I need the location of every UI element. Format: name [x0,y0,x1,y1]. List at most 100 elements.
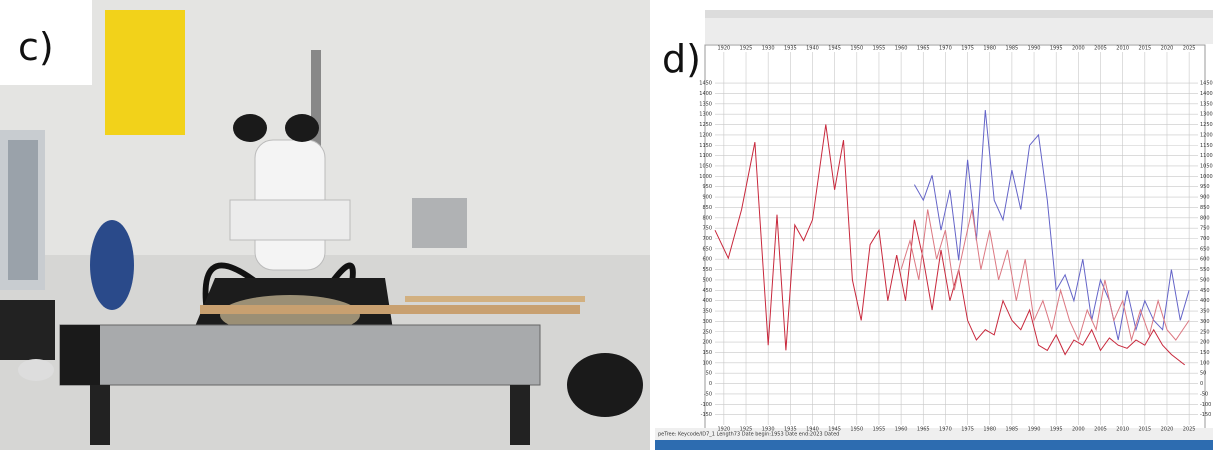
y-tick-label: 1250 [699,122,712,128]
y-tick-label: 850 [702,205,712,211]
label-box [0,0,92,85]
crank [567,353,643,417]
series-line [900,209,1190,342]
x-tick-label: 1925 [740,427,753,433]
x-tick-label: 1965 [917,427,930,433]
y-tick-label-right: 750 [1200,226,1210,232]
wood-sample [200,305,580,314]
y-tick-label: 1100 [699,153,712,159]
y-tick-label-right: 450 [1200,288,1210,294]
y-tick-label-right: 100 [1200,360,1210,366]
menu-bar [705,10,1213,18]
x-tick-label-top: 1985 [1006,46,1019,52]
y-tick-label: 300 [702,319,712,325]
panel-label: d) [662,37,701,81]
y-tick-label: 250 [702,329,712,335]
device [90,220,134,310]
poster [105,10,185,135]
mouse [18,359,54,381]
y-tick-label: 700 [702,236,712,242]
x-tick-label-top: 2010 [1116,46,1129,52]
x-tick-label-top: 1980 [983,46,996,52]
y-tick-label-right: 1300 [1200,112,1213,118]
x-tick-label: 1960 [895,427,908,433]
x-tick-label-top: 2000 [1072,46,1085,52]
x-tick-label-top: 1955 [873,46,886,52]
table-end [60,325,100,385]
y-tick-label: 900 [702,195,712,201]
y-tick-label-right: 1050 [1200,163,1213,169]
y-tick-label-right: 550 [1200,267,1210,273]
y-tick-label-right: 250 [1200,329,1210,335]
y-tick-label: 150 [702,350,712,356]
y-tick-label: 1050 [699,163,712,169]
x-tick-label: 1980 [983,427,996,433]
y-tick-label: 950 [702,184,712,190]
x-tick-label: 2025 [1183,427,1196,433]
y-tick-label-right: 300 [1200,319,1210,325]
y-tick-label-right: -50 [1200,391,1208,397]
y-tick-label: -100 [701,402,712,408]
x-tick-label: 1990 [1028,427,1041,433]
y-tick-label: -150 [701,412,712,418]
x-tick-label-top: 1965 [917,46,930,52]
chart-frame [704,44,1206,431]
monitor-screen [8,140,38,280]
wood-sample [405,296,585,302]
y-tick-label: 200 [702,340,712,346]
y-tick-label-right: 700 [1200,236,1210,242]
y-tick-label-right: 1250 [1200,122,1213,128]
x-tick-label-top: 2015 [1138,46,1151,52]
y-tick-label-right: 1150 [1200,143,1213,149]
x-tick-label: 1985 [1006,427,1019,433]
x-tick-label: 1940 [806,427,819,433]
x-tick-label: 1995 [1050,427,1063,433]
y-tick-label: 650 [702,246,712,252]
y-tick-label: 350 [702,309,712,315]
measuring-table [59,324,541,386]
x-tick-label: 1930 [762,427,775,433]
x-tick-label: 1975 [961,427,974,433]
y-tick-label: 1400 [699,91,712,97]
x-tick-label-top: 1995 [1050,46,1063,52]
y-tick-label: 50 [706,371,712,377]
x-tick-label-top: 2025 [1183,46,1196,52]
y-tick-label: 0 [709,381,712,387]
x-tick-label: 1950 [850,427,863,433]
y-tick-label-right: 600 [1200,257,1210,263]
y-tick-label: 1000 [699,174,712,180]
y-tick-label-right: 1400 [1200,91,1213,97]
y-tick-label: -50 [704,391,712,397]
x-tick-label-top: 1960 [895,46,908,52]
x-tick-label: 2000 [1072,427,1085,433]
x-tick-label-top: 1975 [961,46,974,52]
y-tick-label-right: 0 [1200,381,1203,387]
x-tick-label-top: 1935 [784,46,797,52]
x-tick-label: 1945 [828,427,841,433]
y-tick-label-right: -150 [1200,412,1211,418]
y-tick-label: 600 [702,257,712,263]
leg [510,385,530,445]
x-tick-label-top: 1970 [939,46,952,52]
y-tick-label-right: 200 [1200,340,1210,346]
y-tick-label: 550 [702,267,712,273]
y-tick-label-right: 50 [1200,371,1206,377]
y-tick-label: 1350 [699,101,712,107]
x-tick-label-top: 1945 [828,46,841,52]
eyepiece [285,114,319,142]
y-tick-label-right: 400 [1200,298,1210,304]
x-tick-label: 1970 [939,427,952,433]
power-box [412,198,467,248]
panel-label: c) [18,25,54,69]
screenshot: d) peTree: Keycode/ID7_1 Length73 Date b… [655,0,1213,450]
x-tick-label-top: 1930 [762,46,775,52]
x-tick-label: 2015 [1138,427,1151,433]
y-tick-label-right: 350 [1200,309,1210,315]
leg [90,385,110,445]
y-tick-label: 800 [702,215,712,221]
y-tick-label: 100 [702,360,712,366]
y-tick-label-right: 1100 [1200,153,1213,159]
y-tick-label-right: 1200 [1200,132,1213,138]
